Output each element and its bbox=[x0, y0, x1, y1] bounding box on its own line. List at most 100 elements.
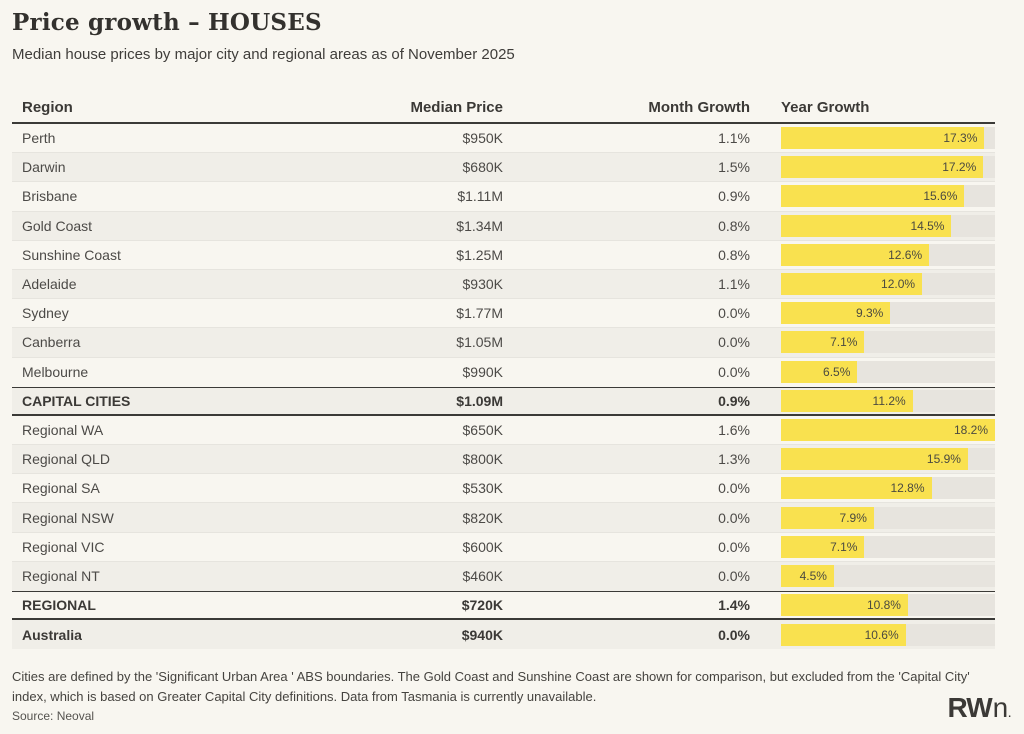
year-growth-cell: 9.3% bbox=[750, 302, 995, 325]
region-cell: REGIONAL bbox=[22, 597, 96, 614]
year-growth-cell: 12.0% bbox=[750, 273, 995, 296]
region-cell: CAPITAL CITIES bbox=[22, 392, 131, 409]
table-row: Regional NT $460K 0.0% 4.5% bbox=[12, 561, 995, 591]
year-growth-bar-track: 15.9% bbox=[781, 448, 995, 471]
region-cell: Regional NT bbox=[22, 568, 100, 585]
year-growth-bar-track: 10.6% bbox=[781, 623, 995, 646]
year-growth-bar: 9.3% bbox=[781, 302, 891, 325]
month-growth-cell: 0.0% bbox=[718, 305, 750, 322]
year-growth-bar-track: 14.5% bbox=[781, 214, 995, 237]
year-growth-bar: 15.6% bbox=[781, 185, 965, 208]
year-growth-bar: 14.5% bbox=[781, 214, 952, 237]
year-growth-value: 12.0% bbox=[881, 277, 916, 292]
region-cell: Brisbane bbox=[22, 188, 78, 205]
median-price-cell: $600K bbox=[462, 538, 503, 555]
table-row: Australia $940K 0.0% 10.6% bbox=[12, 620, 995, 650]
year-growth-value: 14.5% bbox=[910, 218, 945, 233]
table-row: REGIONAL $720K 1.4% 10.8% bbox=[12, 591, 995, 621]
table-row: Canberra $1.05M 0.0% 7.1% bbox=[12, 328, 995, 358]
year-growth-bar-track: 10.8% bbox=[781, 594, 995, 617]
month-growth-cell: 0.0% bbox=[718, 568, 750, 585]
year-growth-value: 17.3% bbox=[943, 131, 978, 146]
region-cell: Regional NSW bbox=[22, 509, 114, 526]
median-price-cell: $940K bbox=[461, 626, 503, 643]
region-cell: Perth bbox=[22, 130, 56, 147]
month-growth-cell: 0.0% bbox=[718, 480, 750, 497]
year-growth-bar: 10.6% bbox=[781, 623, 906, 646]
region-cell: Gold Coast bbox=[22, 217, 93, 234]
table-row: CAPITAL CITIES $1.09M 0.9% 11.2% bbox=[12, 386, 995, 416]
rwn-logo-mark: . bbox=[1008, 709, 1011, 720]
region-cell: Sydney bbox=[22, 305, 69, 322]
month-growth-cell: 1.4% bbox=[718, 597, 750, 614]
year-growth-bar-track: 7.9% bbox=[781, 506, 995, 529]
month-growth-cell: 1.1% bbox=[718, 130, 750, 147]
year-growth-cell: 10.6% bbox=[750, 623, 995, 646]
column-header-month-growth: Month Growth bbox=[648, 99, 750, 116]
year-growth-cell: 10.8% bbox=[750, 594, 995, 617]
month-growth-cell: 0.9% bbox=[718, 392, 750, 409]
median-price-cell: $1.77M bbox=[456, 305, 503, 322]
year-growth-bar-track: 6.5% bbox=[781, 361, 995, 384]
median-price-cell: $720K bbox=[461, 597, 503, 614]
median-price-cell: $1.25M bbox=[456, 246, 503, 263]
year-growth-bar: 15.9% bbox=[781, 448, 968, 471]
month-growth-cell: 0.0% bbox=[718, 626, 750, 643]
month-growth-cell: 0.0% bbox=[718, 364, 750, 381]
year-growth-value: 7.1% bbox=[830, 539, 858, 554]
median-price-cell: $460K bbox=[462, 568, 503, 585]
year-growth-cell: 7.1% bbox=[750, 331, 995, 354]
month-growth-cell: 0.9% bbox=[718, 188, 750, 205]
year-growth-cell: 18.2% bbox=[750, 418, 995, 441]
median-price-cell: $820K bbox=[462, 509, 503, 526]
year-growth-bar-track: 12.6% bbox=[781, 243, 995, 266]
year-growth-value: 4.5% bbox=[799, 569, 827, 584]
year-growth-value: 15.9% bbox=[926, 452, 961, 467]
median-price-cell: $990K bbox=[462, 364, 503, 381]
year-growth-cell: 14.5% bbox=[750, 214, 995, 237]
year-growth-cell: 4.5% bbox=[750, 565, 995, 588]
table-body: Perth $950K 1.1% 17.3% Darwin $680K 1.5%… bbox=[12, 124, 995, 650]
year-growth-bar-track: 11.2% bbox=[781, 389, 995, 412]
year-growth-bar-track: 12.0% bbox=[781, 273, 995, 296]
table-row: Adelaide $930K 1.1% 12.0% bbox=[12, 269, 995, 300]
month-growth-cell: 0.8% bbox=[718, 217, 750, 234]
page-title: Price growth – HOUSES bbox=[12, 9, 322, 36]
year-growth-bar: 7.9% bbox=[781, 506, 874, 529]
region-cell: Regional VIC bbox=[22, 538, 105, 555]
year-growth-bar: 12.8% bbox=[781, 477, 932, 500]
source-attribution: Source: Neoval bbox=[12, 709, 95, 723]
table-row: Brisbane $1.11M 0.9% 15.6% bbox=[12, 182, 995, 212]
year-growth-value: 17.2% bbox=[942, 160, 977, 175]
column-header-region: Region bbox=[22, 99, 73, 116]
year-growth-cell: 12.6% bbox=[750, 243, 995, 266]
year-growth-cell: 17.3% bbox=[750, 127, 995, 150]
region-cell: Sunshine Coast bbox=[22, 246, 121, 263]
column-header-median-price: Median Price bbox=[410, 99, 503, 116]
region-cell: Regional SA bbox=[22, 480, 100, 497]
year-growth-cell: 7.1% bbox=[750, 535, 995, 558]
month-growth-cell: 0.0% bbox=[718, 538, 750, 555]
table-row: Perth $950K 1.1% 17.3% bbox=[12, 124, 995, 154]
footnote-text: Cities are defined by the 'Significant U… bbox=[12, 669, 970, 704]
year-growth-value: 10.8% bbox=[866, 598, 901, 613]
year-growth-bar: 18.2% bbox=[781, 418, 995, 441]
table-row: Melbourne $990K 0.0% 6.5% bbox=[12, 358, 995, 387]
year-growth-bar: 12.6% bbox=[781, 243, 930, 266]
year-growth-cell: 15.9% bbox=[750, 448, 995, 471]
median-price-cell: $1.11M bbox=[457, 188, 503, 205]
month-growth-cell: 1.1% bbox=[718, 276, 750, 293]
region-cell: Regional QLD bbox=[22, 451, 110, 468]
year-growth-cell: 12.8% bbox=[750, 477, 995, 500]
table-row: Regional QLD $800K 1.3% 15.9% bbox=[12, 445, 995, 475]
year-growth-bar-track: 4.5% bbox=[781, 565, 995, 588]
price-growth-table: Region Median Price Month Growth Year Gr… bbox=[12, 93, 995, 650]
year-growth-bar: 7.1% bbox=[781, 535, 865, 558]
year-growth-cell: 17.2% bbox=[750, 156, 995, 179]
year-growth-cell: 7.9% bbox=[750, 506, 995, 529]
column-header-year-growth: Year Growth bbox=[781, 99, 870, 116]
month-growth-cell: 1.5% bbox=[718, 159, 750, 176]
year-growth-bar: 17.3% bbox=[781, 127, 985, 150]
year-growth-bar-track: 9.3% bbox=[781, 302, 995, 325]
